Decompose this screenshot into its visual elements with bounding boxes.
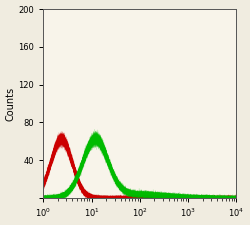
Y-axis label: Counts: Counts (6, 86, 16, 121)
